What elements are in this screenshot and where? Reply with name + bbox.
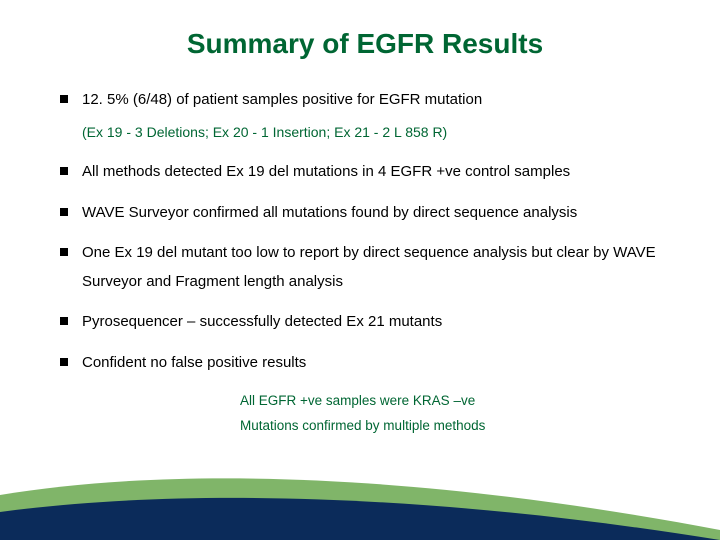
bullet-subtext: (Ex 19 - 3 Deletions; Ex 20 - 1 Insertio… bbox=[82, 121, 670, 145]
bullet-list: 12. 5% (6/48) of patient samples positiv… bbox=[60, 86, 670, 439]
final-subtext: All EGFR +ve samples were KRAS –ve bbox=[240, 387, 670, 414]
bullet-text: Pyrosequencer – successfully detected Ex… bbox=[82, 313, 442, 330]
bullet-text: Confident no false positive results bbox=[82, 354, 306, 371]
bullet-item: One Ex 19 del mutant too low to report b… bbox=[60, 239, 670, 296]
bullet-item: WAVE Surveyor confirmed all mutations fo… bbox=[60, 199, 670, 228]
bullet-item: Confident no false positive results bbox=[60, 349, 670, 378]
slide-container: Summary of EGFR Results 12. 5% (6/48) of… bbox=[0, 0, 720, 540]
bullet-text: One Ex 19 del mutant too low to report b… bbox=[82, 244, 656, 290]
bullet-text: WAVE Surveyor confirmed all mutations fo… bbox=[82, 204, 577, 221]
bullet-item: Pyrosequencer – successfully detected Ex… bbox=[60, 308, 670, 337]
slide-title: Summary of EGFR Results bbox=[60, 28, 670, 60]
bullet-text: All methods detected Ex 19 del mutations… bbox=[82, 163, 570, 180]
bullet-item: All methods detected Ex 19 del mutations… bbox=[60, 158, 670, 187]
bullet-item: 12. 5% (6/48) of patient samples positiv… bbox=[60, 86, 670, 115]
final-subtext: Mutations confirmed by multiple methods bbox=[240, 412, 670, 439]
bullet-text: 12. 5% (6/48) of patient samples positiv… bbox=[82, 91, 482, 108]
